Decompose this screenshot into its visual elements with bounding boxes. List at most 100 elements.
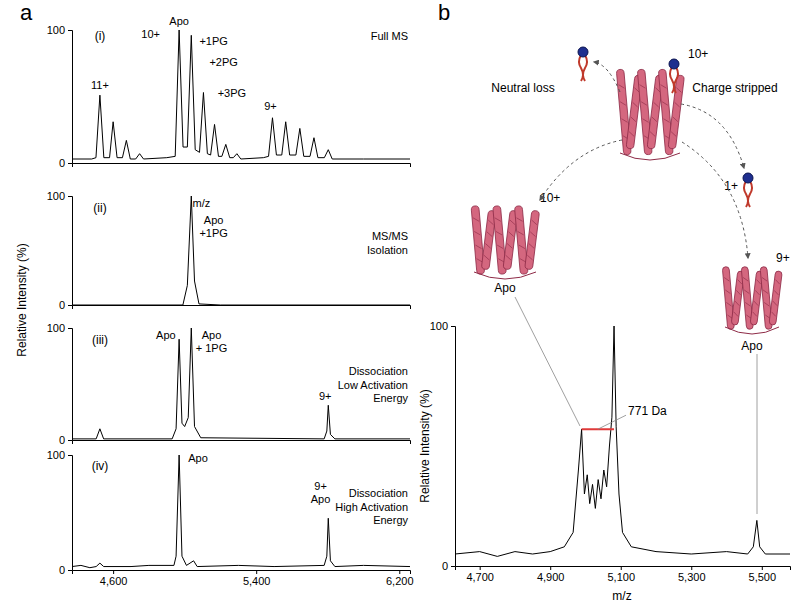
annotation: 10+ — [141, 28, 160, 40]
y-tick-label: 0 — [59, 157, 65, 169]
helix-turn — [620, 101, 626, 105]
loop — [474, 272, 536, 279]
diagram-label: 10+ — [540, 191, 560, 205]
helix-turn — [488, 220, 494, 225]
helix-turn — [772, 301, 777, 306]
arrow — [681, 104, 744, 168]
y-tick-label: 100 — [430, 320, 448, 332]
y-tick: 100 — [430, 320, 455, 332]
annotation: 9+ — [314, 480, 327, 492]
x-tick-mark — [113, 570, 114, 574]
helix-turn — [497, 245, 503, 249]
x-axis-title: m/z — [612, 589, 631, 603]
helix-turn — [530, 232, 536, 237]
annotation: Apo — [169, 15, 189, 27]
annotation: Apo — [202, 329, 222, 341]
lipid-charged — [743, 173, 753, 207]
x-tick-mark — [399, 570, 400, 574]
arrow — [540, 140, 622, 200]
helix — [525, 210, 540, 270]
x-tick: 5,500 — [749, 566, 777, 583]
x-tick-mark — [691, 566, 692, 570]
annotation: +2PG — [209, 56, 237, 68]
annotation: 771 Da — [628, 404, 667, 418]
x-tick-label: 5,500 — [749, 571, 777, 583]
annotation: 11+ — [91, 79, 109, 91]
x-tick: 4,700 — [466, 566, 494, 583]
title: MS/MS — [372, 230, 408, 242]
leader-line — [515, 297, 580, 426]
helix-turn — [486, 232, 492, 237]
title: Dissociation — [349, 487, 408, 499]
x-tick: 5,100 — [607, 566, 635, 583]
plot-area — [455, 326, 790, 556]
helix-turn — [640, 84, 646, 88]
y-axis-title: Relative Intensity (%) — [418, 389, 432, 502]
x-axis — [73, 441, 411, 445]
x-axis — [73, 164, 411, 168]
helix-turn — [764, 302, 769, 306]
chart-3: 01004,6005,4006,200(iv)DissociationHigh … — [47, 449, 414, 587]
x-tick: 4,600 — [100, 570, 128, 587]
subtitle: (iv) — [92, 459, 109, 473]
subtitle: (i) — [95, 29, 106, 43]
annotation: + 1PG — [196, 342, 228, 354]
x-axis-line — [456, 567, 791, 571]
lipid-head — [578, 47, 588, 57]
x-axis-line — [73, 164, 411, 168]
y-tick-mark — [68, 305, 72, 306]
x-tick: 5,400 — [243, 570, 271, 587]
arrow — [682, 142, 748, 258]
y-tick-label: 0 — [59, 434, 65, 446]
x-axis: 4,600 5,400 6,200 — [73, 570, 414, 587]
x-axis-line — [73, 306, 411, 310]
chart-0: 0100(i)Full MSRelative Intensity (%)a11+… — [15, 0, 410, 357]
chart-2: 0100(iii)DissociationLow ActivationEnerg… — [47, 322, 411, 446]
x-tick-label: 4,700 — [466, 571, 494, 583]
lipid-head — [669, 59, 679, 69]
helix-turn — [736, 290, 741, 295]
y-tick: 100 — [47, 449, 72, 461]
panel-label: a — [20, 0, 33, 25]
helix-turn — [662, 101, 668, 105]
helix-turn — [726, 302, 731, 306]
helix — [668, 75, 684, 149]
x-axis-line — [73, 441, 411, 445]
lipid-tail — [748, 181, 752, 207]
annotation: m/z — [193, 197, 211, 209]
helix-turn — [483, 255, 489, 260]
title: Energy — [373, 392, 408, 404]
x-tick: 6,200 — [386, 570, 414, 587]
lipid-tail — [674, 67, 678, 93]
helix-turn — [495, 217, 501, 221]
y-tick-label: 100 — [47, 190, 65, 202]
helix-turn — [672, 117, 678, 122]
helix-turn — [622, 118, 628, 122]
y-tick: 100 — [47, 322, 72, 334]
title: Full MS — [371, 30, 408, 42]
y-tick-mark — [68, 328, 72, 329]
helix-turn — [743, 277, 748, 281]
bracket-leader — [598, 415, 626, 429]
helix-turn — [485, 244, 491, 249]
x-tick-label: 6,200 — [386, 575, 414, 587]
diagram-label: 10+ — [688, 47, 708, 61]
x-tick-mark — [621, 566, 622, 570]
lipid-head — [743, 173, 753, 183]
diagram-label: Charge stripped — [692, 81, 777, 95]
y-axis: 0 100 — [47, 322, 73, 446]
helix-turn — [735, 301, 740, 306]
helix-turn — [641, 101, 647, 105]
helix-turn — [755, 290, 760, 295]
x-axis-line — [73, 571, 411, 575]
y-tick-label: 0 — [59, 299, 65, 311]
diagram-label: Apo — [494, 281, 516, 295]
y-tick-mark — [68, 570, 72, 571]
diagram: 10+Neutral loss10+ApoCharge stripped1+9+… — [471, 47, 790, 514]
x-tick-label: 5,100 — [607, 571, 635, 583]
spectrum-line — [72, 196, 410, 305]
lipid-neutral — [578, 47, 588, 81]
helix-turn — [475, 245, 481, 249]
annotation: 9+ — [319, 390, 332, 402]
figure: 0 100 (i) Full MS Relative Intensity (%) a 11+… — [0, 0, 800, 606]
